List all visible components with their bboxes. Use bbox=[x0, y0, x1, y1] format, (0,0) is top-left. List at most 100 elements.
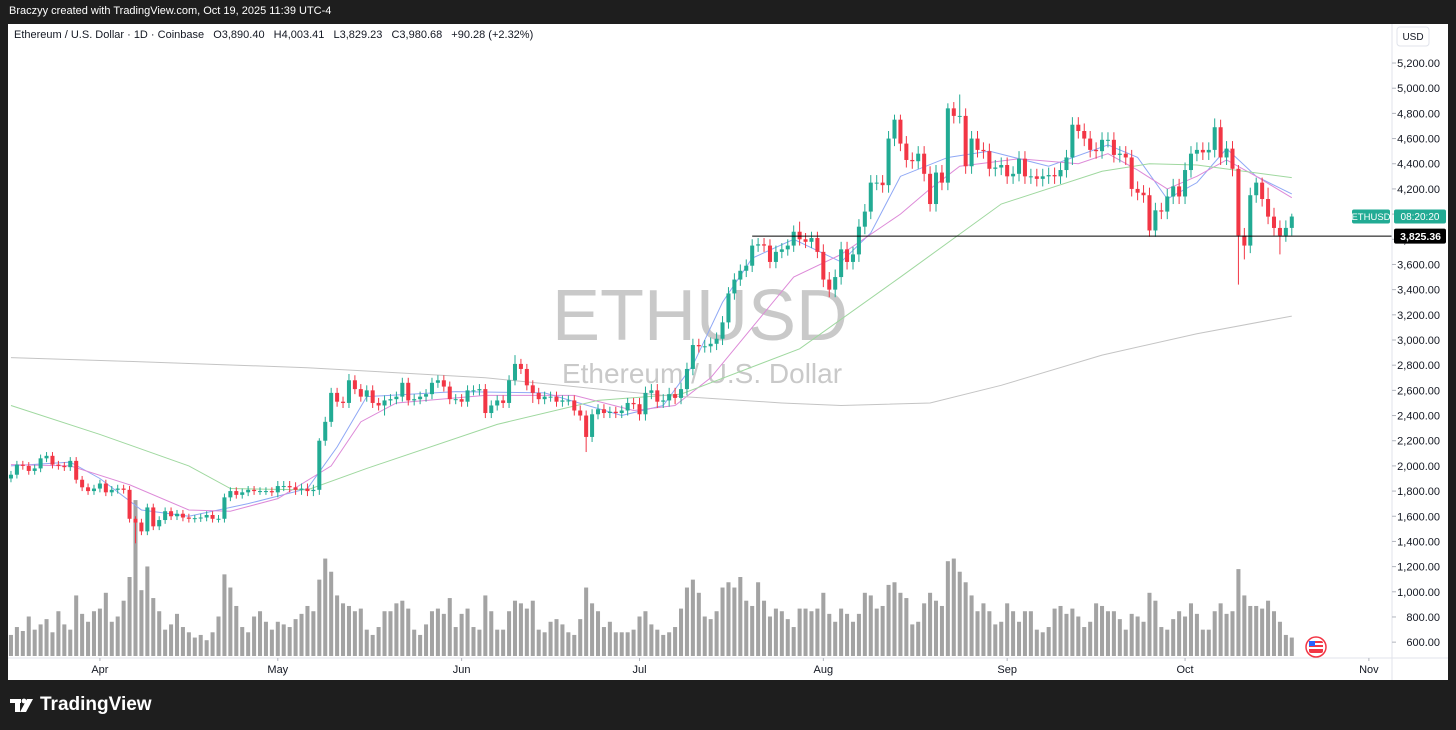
candle-body bbox=[240, 492, 245, 495]
candle-body bbox=[186, 517, 191, 519]
volume-bar bbox=[584, 587, 589, 656]
volume-bar bbox=[815, 608, 820, 656]
candle-body bbox=[341, 401, 346, 403]
symbol-tag-label: ETHUSD bbox=[1351, 212, 1390, 223]
volume-bar bbox=[222, 574, 227, 656]
volume-bar bbox=[1058, 605, 1063, 656]
volume-bar bbox=[240, 627, 245, 656]
candle-body bbox=[1194, 149, 1199, 154]
candle-body bbox=[1005, 165, 1010, 177]
ma-line bbox=[10, 153, 1293, 512]
volume-bar bbox=[198, 634, 203, 656]
candle-body bbox=[969, 138, 974, 167]
candle-body bbox=[803, 239, 808, 242]
candle-body bbox=[809, 238, 814, 242]
candle-body bbox=[738, 270, 743, 280]
candle-body bbox=[204, 514, 209, 518]
candle-body bbox=[939, 172, 944, 183]
volume-bar bbox=[477, 629, 482, 656]
candle-body bbox=[1052, 175, 1057, 177]
candle-body bbox=[530, 385, 535, 393]
event-flag[interactable] bbox=[1305, 636, 1327, 658]
volume-bar bbox=[424, 624, 429, 656]
volume-bar bbox=[874, 608, 879, 656]
volume-bar bbox=[323, 558, 328, 656]
watermark: ETHUSD bbox=[552, 276, 848, 356]
candle-body bbox=[1230, 148, 1235, 169]
volume-bar bbox=[566, 632, 571, 656]
logo-text: TradingView bbox=[40, 694, 152, 715]
candle-body bbox=[323, 421, 328, 441]
volume-bar bbox=[157, 611, 162, 656]
x-tick-label: Oct bbox=[1176, 664, 1193, 676]
volume-bar bbox=[1242, 595, 1247, 656]
candle-body bbox=[145, 507, 150, 532]
candle-body bbox=[690, 345, 695, 369]
candle-body bbox=[1076, 124, 1081, 132]
volume-bar bbox=[750, 605, 755, 656]
candle-body bbox=[1248, 195, 1253, 246]
volume-bar bbox=[299, 613, 304, 656]
volume-bar bbox=[975, 611, 980, 656]
candle-layer bbox=[8, 94, 1294, 544]
candle-body bbox=[856, 226, 861, 255]
volume-bar bbox=[732, 587, 737, 656]
volume-bar bbox=[684, 587, 689, 656]
x-tick-label: Jun bbox=[453, 664, 471, 676]
candle-body bbox=[44, 455, 49, 459]
candle-body bbox=[572, 400, 577, 411]
candle-body bbox=[1153, 210, 1158, 231]
volume-bar bbox=[536, 629, 541, 656]
candle-body bbox=[62, 465, 67, 468]
candle-body bbox=[38, 458, 43, 469]
candle-body bbox=[595, 409, 601, 415]
volume-bar bbox=[856, 613, 861, 656]
candle-body bbox=[643, 392, 648, 415]
candle-body bbox=[246, 489, 251, 493]
candle-body bbox=[1289, 216, 1294, 228]
candle-body bbox=[8, 474, 13, 479]
volume-bar bbox=[744, 600, 749, 656]
volume-bar bbox=[661, 634, 666, 656]
candle-body bbox=[898, 119, 903, 144]
volume-bar bbox=[821, 592, 826, 656]
candle-body bbox=[916, 153, 921, 162]
volume-bar bbox=[619, 632, 624, 656]
candle-body bbox=[981, 149, 986, 152]
candle-body bbox=[252, 489, 257, 492]
volume-bar bbox=[1248, 605, 1253, 656]
volume-bar bbox=[726, 582, 731, 656]
candle-body bbox=[91, 488, 96, 492]
candle-body bbox=[1088, 138, 1093, 150]
volume-bar bbox=[489, 611, 494, 656]
candle-body bbox=[68, 460, 73, 468]
candle-body bbox=[352, 380, 357, 390]
volume-bar bbox=[696, 592, 701, 656]
volume-bar bbox=[910, 624, 915, 656]
volume-bar bbox=[999, 621, 1004, 656]
candle-body bbox=[619, 410, 624, 414]
ma-line bbox=[10, 163, 1292, 491]
footer-logo: TradingView bbox=[10, 694, 152, 716]
candle-body bbox=[548, 396, 553, 398]
candle-body bbox=[933, 172, 939, 205]
volume-bar bbox=[252, 616, 257, 656]
ma-layer bbox=[10, 144, 1293, 517]
candle-body bbox=[97, 483, 102, 489]
volume-bar bbox=[738, 577, 743, 656]
candle-body bbox=[892, 119, 897, 139]
volume-bar bbox=[1177, 611, 1182, 656]
candle-body bbox=[1147, 195, 1152, 231]
volume-bar bbox=[898, 592, 903, 656]
volume-bar bbox=[370, 634, 375, 656]
y-tick-label: 2,400.00 bbox=[1397, 411, 1440, 423]
volume-layer bbox=[8, 500, 1294, 656]
y-tick-label: 4,200.00 bbox=[1397, 184, 1440, 196]
candle-body bbox=[750, 245, 755, 266]
volume-bar bbox=[103, 592, 108, 656]
currency-button[interactable] bbox=[1396, 26, 1430, 47]
volume-bar bbox=[512, 600, 518, 656]
volume-bar bbox=[1070, 608, 1075, 656]
legend-open: O3,890.40 bbox=[213, 29, 265, 41]
